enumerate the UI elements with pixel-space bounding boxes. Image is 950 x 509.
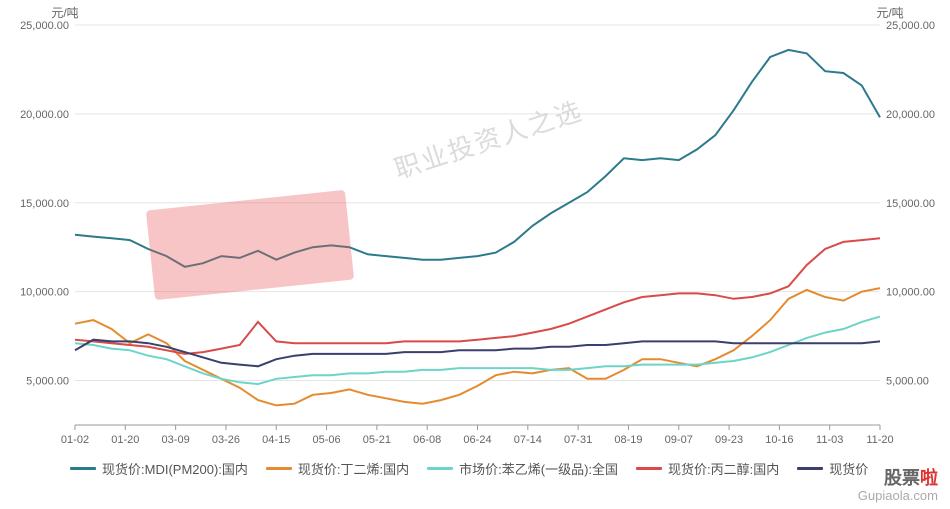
svg-text:25,000.00: 25,000.00	[886, 20, 935, 32]
logo-cn-prefix: 股票	[884, 468, 920, 488]
svg-text:11-20: 11-20	[866, 434, 893, 446]
svg-text:06-24: 06-24	[463, 434, 491, 446]
svg-text:元/吨: 元/吨	[51, 6, 78, 20]
svg-text:07-31: 07-31	[564, 434, 592, 446]
svg-text:04-15: 04-15	[262, 434, 290, 446]
svg-text:07-14: 07-14	[514, 434, 542, 446]
svg-text:10-16: 10-16	[765, 434, 793, 446]
svg-text:5,000.00: 5,000.00	[886, 376, 929, 388]
legend-swatch	[266, 467, 292, 470]
svg-text:10,000.00: 10,000.00	[886, 287, 935, 299]
svg-text:10,000.00: 10,000.00	[20, 287, 69, 299]
legend-swatch	[636, 467, 662, 470]
legend-label: 市场价:苯乙烯(一级品):全国	[459, 459, 618, 478]
logo-domain: Gupiaola.com	[858, 489, 938, 503]
logo-cn: 股票啦	[884, 469, 938, 489]
legend-label: 现货价:丁二烯:国内	[298, 459, 409, 478]
legend-item: 现货价:丙二醇:国内	[636, 459, 779, 478]
legend-swatch	[797, 467, 823, 470]
legend-swatch	[427, 467, 453, 470]
svg-text:元/吨: 元/吨	[876, 6, 903, 20]
svg-text:08-19: 08-19	[614, 434, 642, 446]
svg-text:01-20: 01-20	[111, 434, 139, 446]
legend-label: 现货价:MDI(PM200):国内	[102, 459, 248, 478]
svg-text:05-21: 05-21	[363, 434, 391, 446]
legend-label: 现货价:丙二醇:国内	[668, 459, 779, 478]
svg-text:06-08: 06-08	[413, 434, 441, 446]
legend-swatch	[70, 467, 96, 470]
svg-text:15,000.00: 15,000.00	[20, 198, 69, 210]
logo-cn-red: 啦	[920, 468, 938, 488]
line-chart: 5,000.00 5,000.00 10,000.00 10,000.00 15,000…	[0, 0, 950, 459]
svg-text:09-07: 09-07	[665, 434, 693, 446]
legend-item: 市场价:苯乙烯(一级品):全国	[427, 459, 618, 478]
site-logo: 股票啦 Gupiaola.com	[858, 469, 938, 503]
svg-text:09-23: 09-23	[715, 434, 743, 446]
svg-text:03-26: 03-26	[212, 434, 240, 446]
svg-text:20,000.00: 20,000.00	[20, 109, 69, 121]
chart-container: 职业投资人之选 5,000.005,000.0010,000.0010,000.…	[0, 0, 950, 509]
svg-text:11-03: 11-03	[816, 434, 843, 446]
svg-text:01-02: 01-02	[61, 434, 89, 446]
legend: 现货价:MDI(PM200):国内 现货价:丁二烯:国内 市场价:苯乙烯(一级品):…	[0, 459, 950, 486]
svg-text:03-09: 03-09	[162, 434, 190, 446]
svg-text:15,000.00: 15,000.00	[886, 198, 935, 210]
svg-text:05-06: 05-06	[312, 434, 340, 446]
svg-text:5,000.00: 5,000.00	[26, 376, 69, 388]
legend-item: 现货价:丁二烯:国内	[266, 459, 409, 478]
svg-text:20,000.00: 20,000.00	[886, 109, 935, 121]
legend-item: 现货价:MDI(PM200):国内	[70, 459, 248, 478]
svg-text:25,000.00: 25,000.00	[20, 20, 69, 32]
